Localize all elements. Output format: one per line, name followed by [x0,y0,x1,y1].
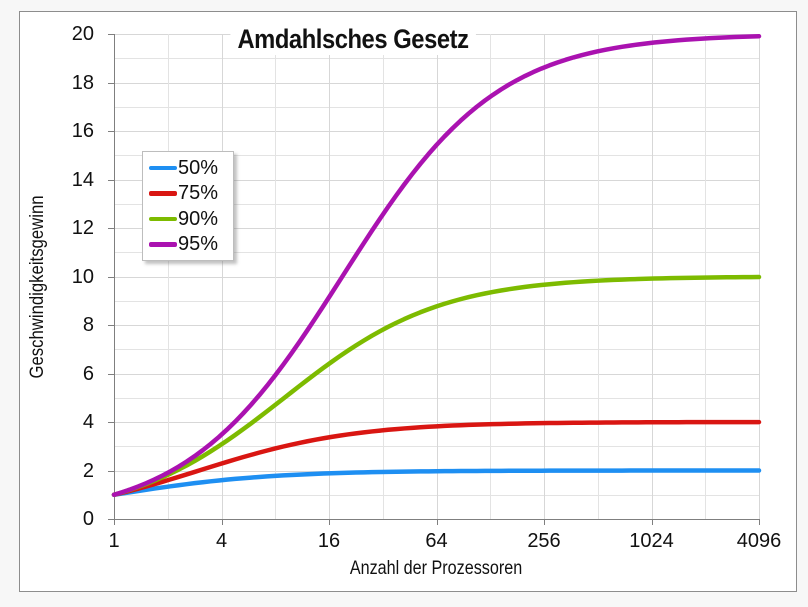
y-tick-label: 18 [71,71,94,94]
legend-line-swatch [149,165,177,170]
y-axis-title: Geschwindigkeitsgewinn [27,195,48,379]
y-tick-label: 0 [82,508,94,530]
y-tick-label: 16 [71,120,94,142]
y-tick-label: 20 [71,23,94,45]
x-tick-label: 256 [527,530,561,552]
legend-item-95pct: 95% [149,233,233,255]
x-tick-label: 4 [215,530,228,552]
legend-item-75pct: 75% [149,182,233,204]
x-tick-label: 1 [108,530,120,552]
chart-title: Amdahlsches Gesetz [230,24,476,55]
y-tick-label: 14 [71,168,94,191]
x-tick-label: 4096 [736,530,782,552]
y-tick-label: 10 [71,265,94,288]
legend-label: 75% [178,182,219,205]
legend-label: 50% [178,156,219,179]
x-tick-label: 16 [317,530,341,552]
legend-item-50pct: 50% [149,157,233,179]
y-tick-label: 6 [82,362,94,385]
y-tick-label: 2 [82,459,94,482]
legend-line-swatch [149,242,177,247]
series-line-90% [111,274,762,497]
y-tick-label: 4 [82,411,94,433]
series-line-75% [111,419,762,497]
legend-line-swatch [149,216,177,221]
legend-label: 95% [178,233,219,256]
chart-canvas [108,33,762,525]
x-tick-label: 64 [425,530,448,552]
legend: 50% 75% 90% 95% [142,151,234,261]
series-line-95% [111,33,762,497]
axes [108,34,760,525]
legend-line-swatch [149,191,177,196]
legend-label: 90% [178,207,219,230]
x-tick-label: 1024 [629,530,674,552]
chart-area: Amdahlsches Gesetz 0 2 4 6 8 10 12 14 16… [19,11,797,592]
x-axis-title: Anzahl der Prozessoren [349,558,523,579]
y-tick-label: 8 [82,314,94,336]
y-tick-label: 12 [71,217,94,239]
series-line-50% [111,468,762,497]
legend-item-90pct: 90% [149,208,233,230]
